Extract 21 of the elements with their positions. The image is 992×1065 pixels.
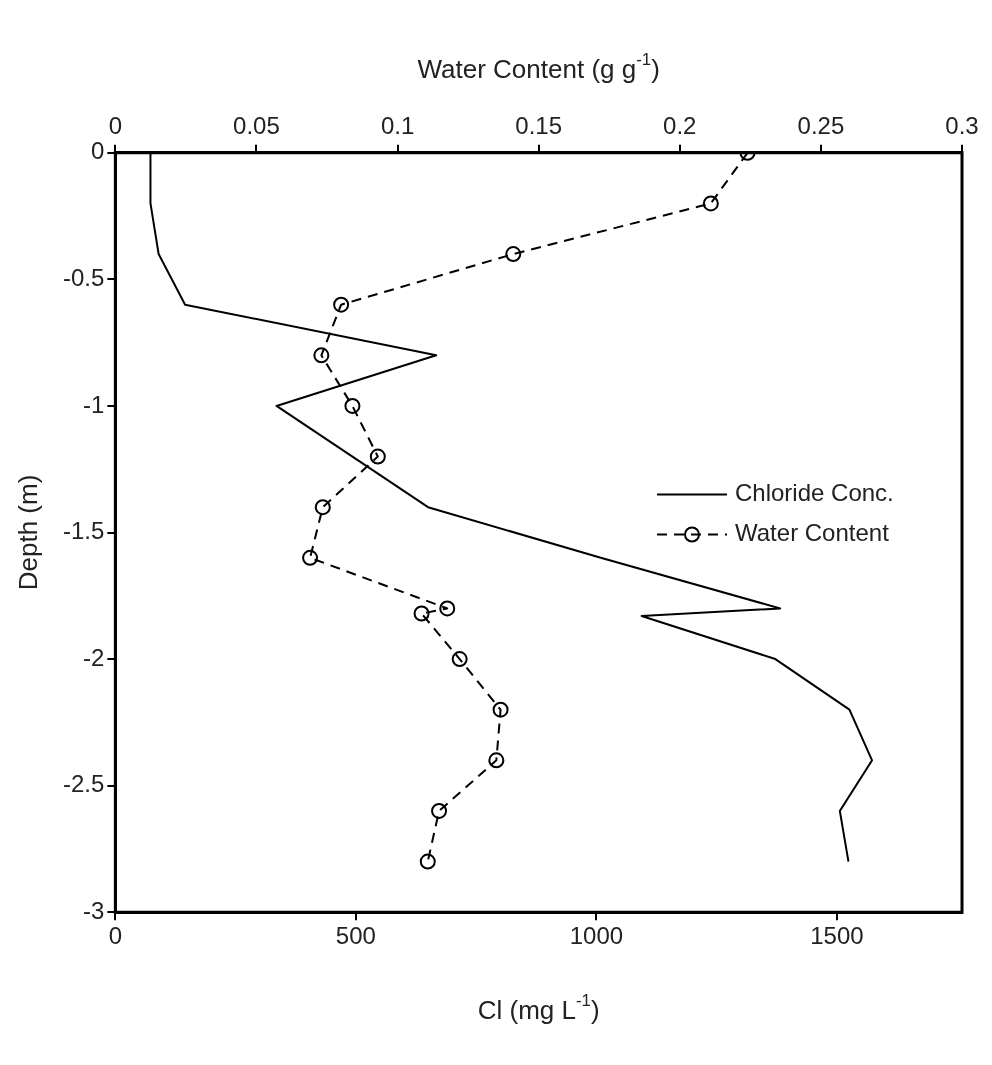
x-tick-label: 0 [108,922,123,950]
x-tick-label: 1500 [810,922,864,950]
x2-tick-label: 0.3 [945,112,979,140]
legend-label: Water Content [735,519,890,547]
x-tick-label: 500 [335,922,376,950]
y-tick-label: -2 [83,643,105,671]
x2-tick-label: 0.2 [663,112,697,140]
x2-tick-label: 0.1 [380,112,415,140]
x2-tick-label: 0.05 [233,112,280,140]
y-tick-label: 0 [91,137,105,165]
y-axis-title: Depth (m) [13,474,44,591]
y-tick-label: -2.5 [63,770,105,798]
x-tick-label: 1000 [569,922,624,950]
x2-tick-label: 0.25 [797,112,845,140]
x2-tick-label: 0.15 [515,112,563,140]
y-tick-label: -3 [83,896,105,924]
y-tick-label: -0.5 [63,263,105,291]
x2-tick-label: 0 [108,112,123,140]
y-tick-label: -1.5 [63,517,105,545]
y-tick-label: -1 [83,390,105,418]
legend-label: Chloride Conc. [735,479,894,507]
